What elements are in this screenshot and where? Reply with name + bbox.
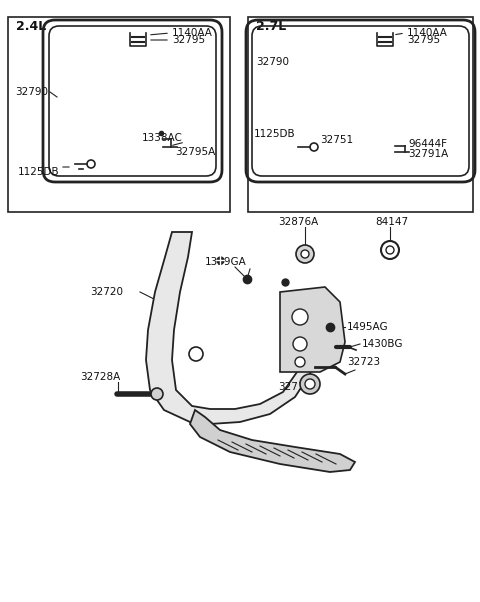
Circle shape [151,388,163,400]
Text: 1430BG: 1430BG [362,339,404,349]
Text: 32728A: 32728A [80,372,120,382]
Text: 1140AA: 1140AA [172,28,213,38]
Circle shape [381,241,399,259]
Text: 1125DB: 1125DB [18,167,60,177]
Text: 32720: 32720 [90,287,123,297]
Text: 1125DB: 1125DB [254,129,296,139]
Circle shape [189,347,203,361]
Text: 32795: 32795 [407,35,440,45]
Circle shape [293,337,307,351]
Circle shape [300,374,320,394]
Circle shape [295,357,305,367]
Text: 32723: 32723 [347,357,380,367]
Text: 32795A: 32795A [175,147,215,157]
Text: 1338AC: 1338AC [142,133,183,143]
Ellipse shape [301,250,309,258]
Text: 1339GA: 1339GA [205,257,247,267]
Text: 2.4L: 2.4L [16,20,46,34]
Text: 32751: 32751 [320,135,353,145]
Text: 32790: 32790 [15,87,48,97]
Text: 2.7L: 2.7L [256,20,286,34]
Bar [248,17,473,212]
Text: 96444F: 96444F [408,139,447,149]
Text: 32795: 32795 [172,35,205,45]
Text: 32876A: 32876A [278,217,318,227]
Circle shape [292,309,308,325]
Text: 32790: 32790 [256,57,289,67]
Text: 1495AG: 1495AG [347,322,389,332]
Text: 84147: 84147 [375,217,408,227]
Text: 1140AA: 1140AA [407,28,448,38]
Polygon shape [146,232,318,424]
Circle shape [305,379,315,389]
Ellipse shape [296,245,314,263]
Text: 32791A: 32791A [408,149,448,159]
Text: 32711: 32711 [278,382,311,392]
Bar [8,17,230,212]
Circle shape [386,246,394,254]
Polygon shape [280,287,345,372]
Polygon shape [190,410,355,472]
